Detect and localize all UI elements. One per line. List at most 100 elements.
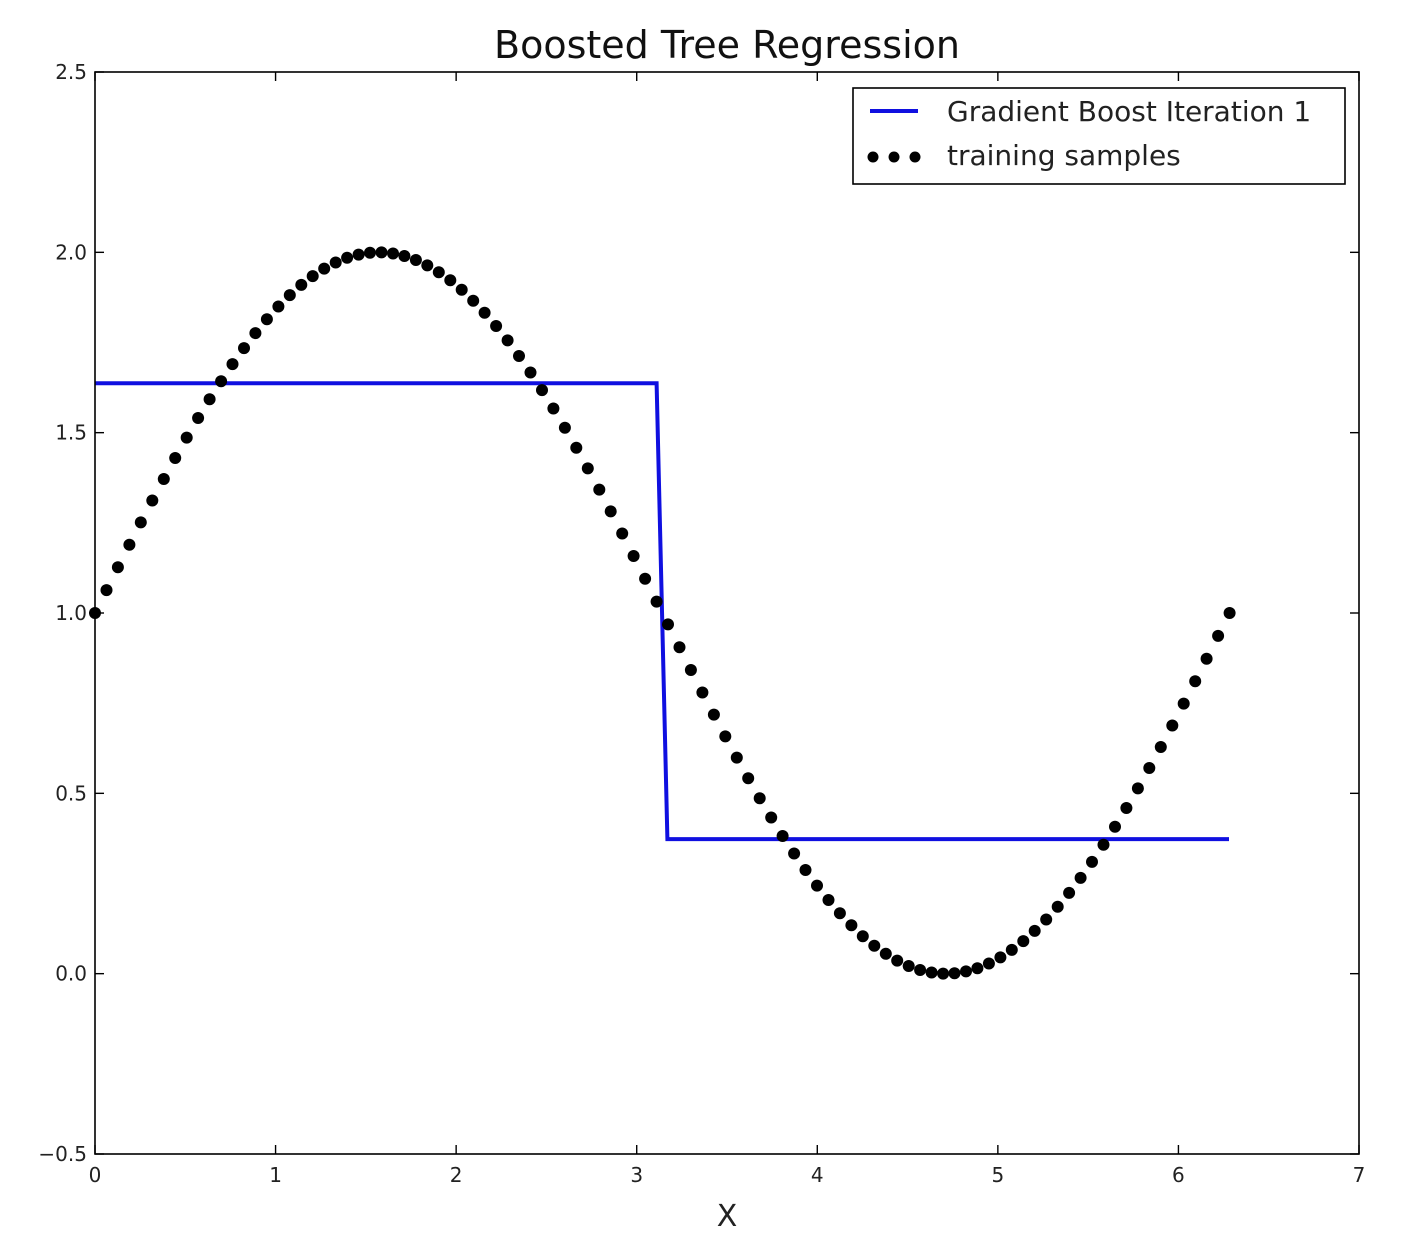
legend-label-training-samples: training samples [947, 139, 1181, 172]
legend-dot-swatch [867, 151, 879, 163]
training-sample-point [1017, 935, 1030, 948]
y-tick-label: 1.0 [55, 601, 87, 625]
training-sample-point [283, 289, 296, 302]
training-sample-point [478, 306, 491, 319]
training-sample-point [1051, 900, 1064, 913]
legend-dot-swatch [909, 151, 921, 163]
training-sample-point [707, 708, 720, 721]
legend-dot-swatch [888, 151, 900, 163]
training-sample-point [868, 939, 881, 952]
axis-ticks: 0 1 2 3 4 5 6 7 −0.5 0.0 0.5 1.0 1.5 2.0 2.5 [38, 60, 1365, 1187]
training-sample-point [1005, 943, 1018, 956]
training-sample-point [684, 664, 697, 676]
training-sample-point [1212, 629, 1225, 642]
training-sample-point [226, 358, 239, 371]
training-sample-point [238, 342, 250, 355]
gradient-boost-line [95, 381, 1229, 842]
x-tick-label: 5 [991, 1163, 1004, 1187]
training-sample-point [856, 930, 869, 943]
training-sample-point [1097, 838, 1110, 851]
x-tick-label: 0 [89, 1163, 102, 1187]
training-sample-point [673, 641, 686, 654]
training-sample-point [833, 907, 846, 920]
y-tick-label: 2.0 [55, 240, 87, 264]
legend-box [852, 87, 1346, 185]
training-sample-point [627, 550, 640, 562]
plot-frame [94, 71, 1360, 1155]
training-sample-point [432, 266, 445, 279]
training-sample-point [902, 960, 915, 972]
training-sample-point [696, 686, 709, 699]
y-tick-label: 0.5 [55, 781, 87, 805]
training-sample-point [581, 462, 594, 475]
training-sample-point [765, 811, 778, 824]
training-sample-point [318, 262, 331, 275]
training-sample-point [364, 246, 376, 259]
training-sample-point [421, 259, 434, 272]
training-sample-point [169, 452, 182, 464]
training-sample-point [788, 847, 801, 860]
legend: Gradient Boost Iteration 1 training samp… [852, 87, 1346, 185]
training-sample-point [272, 300, 285, 313]
training-sample-point [329, 256, 342, 269]
training-sample-point [1109, 820, 1121, 833]
training-sample-point [387, 247, 399, 260]
training-sample-point [742, 772, 755, 785]
training-sample-point [180, 431, 193, 444]
training-sample-point [524, 366, 537, 379]
training-sample-point [879, 947, 892, 960]
training-sample-point [409, 254, 422, 266]
x-tick-label: 6 [1172, 1163, 1185, 1187]
training-sample-point [146, 494, 159, 507]
training-sample-point [536, 384, 548, 397]
training-sample-point [513, 350, 525, 362]
training-sample-point [1086, 855, 1098, 868]
training-sample-point [558, 421, 571, 434]
training-sample-point [444, 274, 457, 287]
training-sample-point [1166, 719, 1179, 732]
training-sample-point [157, 473, 170, 485]
training-sample-point [662, 618, 674, 631]
chart-title: Boosted Tree Regression [494, 23, 960, 67]
training-sample-point [375, 246, 388, 259]
legend-label-gradient-boost: Gradient Boost Iteration 1 [947, 95, 1311, 128]
training-sample-point [1063, 886, 1076, 899]
training-sample-point [1074, 871, 1087, 884]
training-sample-point [123, 538, 136, 551]
x-tick-label: 3 [630, 1163, 643, 1187]
training-sample-point [1177, 697, 1190, 710]
training-sample-point [455, 283, 468, 296]
training-sample-point [547, 402, 560, 415]
training-sample-point [260, 313, 273, 326]
training-sample-point [960, 965, 972, 978]
training-sample-point [639, 572, 652, 585]
training-sample-point [753, 792, 766, 805]
x-axis-label: X [717, 1199, 738, 1234]
training-sample-point [215, 375, 228, 388]
training-sample-point [1154, 741, 1167, 753]
training-sample-point [490, 320, 503, 332]
training-sample-point [341, 251, 354, 264]
training-sample-point [937, 967, 950, 980]
training-sample-point [570, 441, 583, 454]
training-sample-point [249, 327, 262, 340]
training-sample-point [134, 516, 147, 529]
training-sample-point [593, 483, 606, 496]
training-sample-point [1120, 802, 1133, 814]
y-tick-label: −0.5 [38, 1142, 87, 1166]
x-tick-label: 7 [1353, 1163, 1366, 1187]
training-sample-point [982, 957, 995, 970]
training-sample-point [799, 864, 812, 876]
training-sample-point [822, 894, 835, 906]
training-sample-point [295, 278, 308, 291]
training-sample-point [811, 879, 823, 892]
training-sample-point [948, 967, 961, 980]
x-tick-label: 2 [450, 1163, 463, 1187]
training-sample-point [925, 966, 938, 979]
training-sample-point [730, 751, 743, 764]
training-sample-point [719, 730, 732, 743]
y-tick-label: 1.5 [55, 421, 87, 445]
training-sample-point [467, 294, 480, 307]
training-sample-point [604, 505, 617, 518]
